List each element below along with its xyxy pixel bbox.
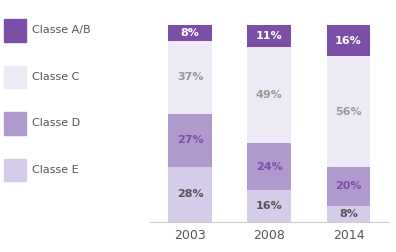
Bar [248,47,291,143]
Text: 37%: 37% [177,72,203,82]
Text: 16%: 16% [256,201,283,211]
Text: 8%: 8% [181,28,200,38]
Text: Classe E: Classe E [32,165,78,175]
Text: 27%: 27% [177,135,204,145]
Text: Classe C: Classe C [32,72,79,82]
Text: 28%: 28% [177,189,204,199]
Text: 49%: 49% [256,90,283,100]
Bar [248,143,291,190]
Text: Classe A/B: Classe A/B [32,25,90,35]
Text: 16%: 16% [335,36,362,46]
Bar [248,190,291,222]
Bar [327,167,370,206]
Text: 56%: 56% [335,107,362,117]
Text: 11%: 11% [256,31,283,41]
Bar [168,113,212,167]
Text: 8%: 8% [339,209,358,219]
Text: 24%: 24% [256,162,283,172]
Bar [248,25,291,47]
Text: Classe D: Classe D [32,118,80,129]
Bar [327,25,370,56]
Bar [168,167,212,222]
Bar [327,206,370,222]
Bar [327,56,370,167]
Bar [168,41,212,113]
Text: 20%: 20% [335,181,362,191]
Bar [168,25,212,41]
